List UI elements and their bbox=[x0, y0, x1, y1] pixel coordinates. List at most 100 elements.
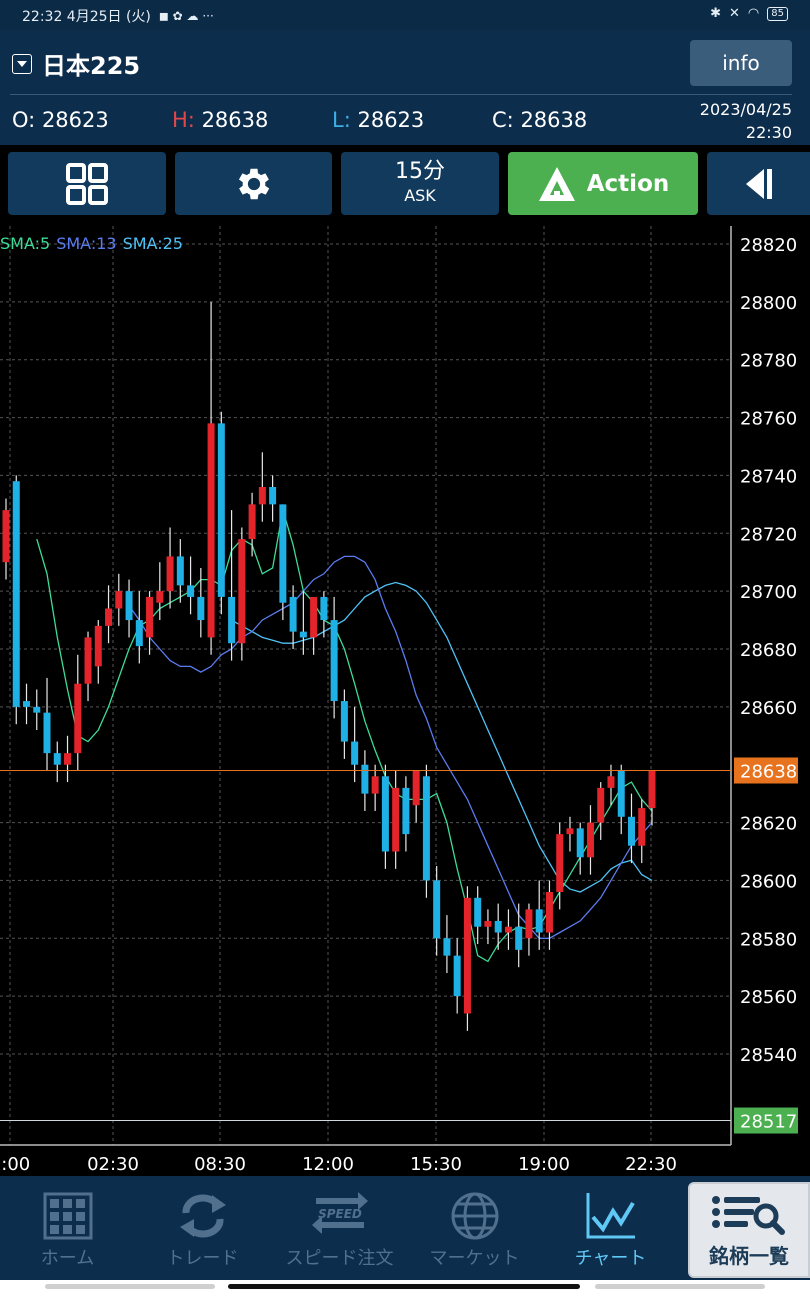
y-tick-label: 28700 bbox=[740, 582, 797, 603]
symbol-title[interactable]: 日本225 bbox=[42, 52, 141, 80]
price-side-label: ASK bbox=[404, 185, 436, 205]
candle-body bbox=[617, 770, 625, 817]
globe-icon bbox=[451, 1192, 498, 1240]
candle-body bbox=[125, 591, 133, 621]
candle-body bbox=[238, 539, 246, 644]
candle-body bbox=[607, 776, 615, 788]
home-indicator[interactable] bbox=[228, 1284, 580, 1289]
candle-body bbox=[310, 596, 318, 638]
home-grid-icon bbox=[43, 1192, 92, 1240]
candlestick-chart[interactable]: 28820 28800 28780 28760 28740 28720 28700 28680… bbox=[0, 225, 810, 1175]
candle-body bbox=[453, 955, 461, 997]
silent-icon: ✕ bbox=[729, 6, 740, 21]
candle-body bbox=[351, 741, 359, 765]
candle-body bbox=[84, 637, 92, 684]
nav-home[interactable]: ホーム bbox=[0, 1176, 135, 1280]
candle-body bbox=[74, 683, 82, 754]
candle-body bbox=[33, 706, 41, 713]
nav-speed-order[interactable]: SPEED スピード注文 bbox=[272, 1176, 407, 1280]
candle-body bbox=[443, 938, 451, 956]
legend-sma5: SMA:5 bbox=[0, 234, 51, 253]
y-tick-label: 28820 bbox=[740, 235, 797, 256]
notification-icons: ◼ ✿ ☁ ··· bbox=[158, 9, 214, 23]
y-tick-label: 28580 bbox=[740, 929, 797, 950]
gesture-hint-right bbox=[595, 1284, 765, 1289]
nav-trade[interactable]: トレード bbox=[135, 1176, 270, 1280]
candle-body bbox=[105, 608, 113, 626]
settings-button[interactable] bbox=[175, 152, 332, 215]
wifi-icon: ◠ bbox=[747, 6, 760, 21]
quote-time: 22:30 bbox=[745, 123, 792, 142]
candle-body bbox=[94, 625, 102, 667]
candle-body bbox=[23, 701, 31, 707]
candle-body bbox=[53, 753, 61, 765]
bottom-navigation: ホーム トレード SPEED スピード注文 bbox=[0, 1176, 810, 1280]
action-label: Action bbox=[586, 170, 670, 197]
y-tick-label: 28740 bbox=[740, 466, 797, 487]
gesture-hint-left bbox=[45, 1284, 215, 1289]
candle-body bbox=[330, 620, 338, 702]
action-button[interactable]: Action bbox=[508, 152, 698, 215]
y-tick-label: 28540 bbox=[740, 1045, 797, 1066]
x-tick-label: 02:30 bbox=[87, 1154, 139, 1175]
candle-body bbox=[115, 591, 123, 609]
y-tick-label: 28560 bbox=[740, 987, 797, 1008]
brand-list-label: 銘柄一覧 bbox=[709, 1244, 789, 1268]
y-tick-label: 28780 bbox=[740, 351, 797, 372]
candle-body bbox=[135, 620, 143, 647]
candle-body bbox=[166, 556, 174, 592]
sma25-line bbox=[231, 581, 653, 893]
candle-body bbox=[43, 712, 51, 754]
candle-body bbox=[248, 504, 256, 540]
x-tick-label: 22:30 bbox=[625, 1154, 677, 1175]
info-button[interactable]: info bbox=[690, 40, 792, 86]
candle-body bbox=[12, 481, 20, 707]
nav-home-label: ホーム bbox=[40, 1248, 95, 1269]
low-marker-tag bbox=[734, 1107, 798, 1134]
nav-market[interactable]: マーケット bbox=[407, 1176, 542, 1280]
speed-order-icon: SPEED bbox=[311, 1192, 368, 1234]
brand-list-button[interactable]: 銘柄一覧 bbox=[688, 1182, 810, 1278]
candles bbox=[2, 301, 656, 1031]
battery-indicator: 85 bbox=[767, 6, 788, 21]
candle-body bbox=[545, 892, 553, 933]
candle-body bbox=[299, 631, 307, 638]
candle-body bbox=[638, 808, 646, 846]
y-tick-label: 28620 bbox=[740, 814, 797, 835]
candle-body bbox=[187, 585, 195, 597]
nav-trade-label: トレード bbox=[166, 1248, 239, 1269]
nav-chart[interactable]: チャート bbox=[543, 1176, 678, 1280]
quote-date: 2023/04/25 bbox=[699, 100, 792, 119]
x-tick-label: 3:00 bbox=[0, 1154, 30, 1175]
system-gesture-bar bbox=[0, 1280, 810, 1296]
candle-body bbox=[146, 596, 154, 638]
candle-body bbox=[648, 770, 656, 809]
candle-body bbox=[64, 753, 72, 765]
symbol-dropdown-icon[interactable] bbox=[12, 54, 32, 74]
legend-sma25: SMA:25 bbox=[122, 234, 183, 253]
candle-body bbox=[258, 487, 266, 505]
quote-header: 日本225 info O: 28623 H: 28638 L: 28623 C:… bbox=[0, 30, 810, 145]
candle-body bbox=[422, 776, 430, 881]
layout-button[interactable] bbox=[8, 152, 166, 215]
y-tick-label: 28800 bbox=[740, 293, 797, 314]
candle-body bbox=[433, 880, 441, 939]
candle-body bbox=[279, 504, 287, 603]
candle-body bbox=[494, 920, 502, 933]
current-price-tag bbox=[734, 757, 798, 784]
sma13-line bbox=[128, 555, 653, 939]
nav-speed-label: スピード注文 bbox=[285, 1248, 394, 1269]
current-price-label: 28638 bbox=[740, 762, 797, 783]
y-tick-label: 28720 bbox=[740, 524, 797, 545]
nav-chart-label: チャート bbox=[574, 1248, 647, 1269]
collapse-panel-button[interactable] bbox=[707, 152, 810, 215]
low-marker-label: 28517 bbox=[740, 1112, 797, 1133]
timeframe-button[interactable]: 15分 ASK bbox=[341, 152, 499, 215]
x-tick-label: 19:00 bbox=[518, 1154, 570, 1175]
candle-body bbox=[197, 596, 205, 621]
candle-body bbox=[207, 423, 215, 638]
candle-body bbox=[412, 770, 420, 806]
candle-body bbox=[627, 816, 635, 846]
candle-body bbox=[228, 596, 236, 644]
candle-body bbox=[392, 787, 400, 852]
